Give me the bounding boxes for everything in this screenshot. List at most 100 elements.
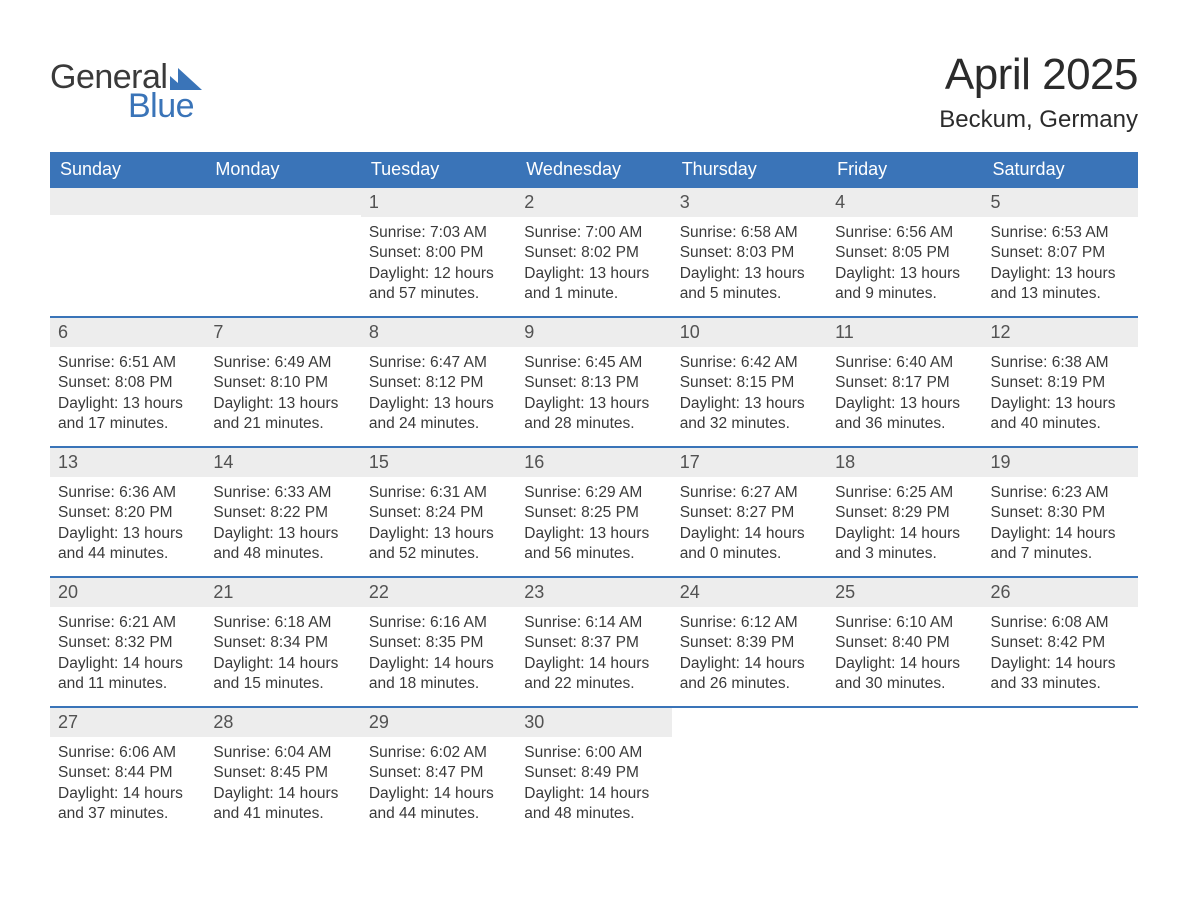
day-detail-line: Sunrise: 6:14 AM xyxy=(524,613,663,633)
day-detail-line: Daylight: 14 hours xyxy=(213,654,352,674)
weekday-header: Tuesday xyxy=(361,152,516,188)
day-detail-line: Daylight: 12 hours xyxy=(369,264,508,284)
day-details xyxy=(827,735,982,749)
day-details xyxy=(983,735,1138,749)
calendar-day: 10Sunrise: 6:42 AMSunset: 8:15 PMDayligh… xyxy=(672,318,827,446)
day-number xyxy=(205,188,360,215)
day-number: 20 xyxy=(50,578,205,607)
calendar-day: 21Sunrise: 6:18 AMSunset: 8:34 PMDayligh… xyxy=(205,578,360,706)
day-detail-line: Sunset: 8:37 PM xyxy=(524,633,663,653)
day-detail-line: Sunset: 8:10 PM xyxy=(213,373,352,393)
weekday-header: Thursday xyxy=(672,152,827,188)
month-title: April 2025 xyxy=(939,50,1138,100)
day-detail-line: Daylight: 14 hours xyxy=(213,784,352,804)
day-detail-line: Sunset: 8:29 PM xyxy=(835,503,974,523)
calendar-day: 16Sunrise: 6:29 AMSunset: 8:25 PMDayligh… xyxy=(516,448,671,576)
weeks-container: 1Sunrise: 7:03 AMSunset: 8:00 PMDaylight… xyxy=(50,188,1138,836)
day-detail-line: and 36 minutes. xyxy=(835,414,974,434)
day-detail-line: and 48 minutes. xyxy=(213,544,352,564)
title-block: April 2025 Beckum, Germany xyxy=(939,50,1138,134)
calendar-day: 12Sunrise: 6:38 AMSunset: 8:19 PMDayligh… xyxy=(983,318,1138,446)
calendar-day: 2Sunrise: 7:00 AMSunset: 8:02 PMDaylight… xyxy=(516,188,671,316)
calendar-day: 23Sunrise: 6:14 AMSunset: 8:37 PMDayligh… xyxy=(516,578,671,706)
calendar-week: 13Sunrise: 6:36 AMSunset: 8:20 PMDayligh… xyxy=(50,446,1138,576)
day-detail-line: Sunset: 8:02 PM xyxy=(524,243,663,263)
day-details: Sunrise: 6:00 AMSunset: 8:49 PMDaylight:… xyxy=(516,737,671,833)
day-detail-line: Sunrise: 6:31 AM xyxy=(369,483,508,503)
day-details: Sunrise: 6:06 AMSunset: 8:44 PMDaylight:… xyxy=(50,737,205,833)
day-detail-line: Sunrise: 6:18 AM xyxy=(213,613,352,633)
day-details: Sunrise: 6:14 AMSunset: 8:37 PMDaylight:… xyxy=(516,607,671,703)
day-detail-line: Sunrise: 6:27 AM xyxy=(680,483,819,503)
day-number: 6 xyxy=(50,318,205,347)
day-detail-line: Sunset: 8:24 PM xyxy=(369,503,508,523)
day-details: Sunrise: 6:56 AMSunset: 8:05 PMDaylight:… xyxy=(827,217,982,313)
day-number xyxy=(983,708,1138,735)
day-detail-line: and 22 minutes. xyxy=(524,674,663,694)
day-number xyxy=(827,708,982,735)
day-detail-line: and 13 minutes. xyxy=(991,284,1130,304)
day-number: 19 xyxy=(983,448,1138,477)
calendar-day: 27Sunrise: 6:06 AMSunset: 8:44 PMDayligh… xyxy=(50,708,205,836)
day-detail-line: Daylight: 14 hours xyxy=(369,784,508,804)
day-detail-line: Daylight: 13 hours xyxy=(369,394,508,414)
day-number: 7 xyxy=(205,318,360,347)
day-detail-line: Daylight: 13 hours xyxy=(524,264,663,284)
day-detail-line: and 30 minutes. xyxy=(835,674,974,694)
day-detail-line: and 56 minutes. xyxy=(524,544,663,564)
day-detail-line: Sunrise: 6:25 AM xyxy=(835,483,974,503)
day-detail-line: Sunset: 8:40 PM xyxy=(835,633,974,653)
day-details xyxy=(672,735,827,749)
day-detail-line: Daylight: 13 hours xyxy=(991,264,1130,284)
day-detail-line: and 5 minutes. xyxy=(680,284,819,304)
day-details: Sunrise: 6:12 AMSunset: 8:39 PMDaylight:… xyxy=(672,607,827,703)
day-number: 11 xyxy=(827,318,982,347)
day-number: 9 xyxy=(516,318,671,347)
day-number: 27 xyxy=(50,708,205,737)
calendar-day: 25Sunrise: 6:10 AMSunset: 8:40 PMDayligh… xyxy=(827,578,982,706)
day-detail-line: and 28 minutes. xyxy=(524,414,663,434)
day-details: Sunrise: 6:04 AMSunset: 8:45 PMDaylight:… xyxy=(205,737,360,833)
day-details: Sunrise: 6:23 AMSunset: 8:30 PMDaylight:… xyxy=(983,477,1138,573)
day-number: 17 xyxy=(672,448,827,477)
day-detail-line: Sunset: 8:03 PM xyxy=(680,243,819,263)
day-detail-line: Daylight: 13 hours xyxy=(213,394,352,414)
day-number: 16 xyxy=(516,448,671,477)
day-detail-line: Daylight: 14 hours xyxy=(835,524,974,544)
day-detail-line: and 52 minutes. xyxy=(369,544,508,564)
weekday-header: Monday xyxy=(205,152,360,188)
day-detail-line: Daylight: 13 hours xyxy=(680,264,819,284)
day-detail-line: Sunset: 8:13 PM xyxy=(524,373,663,393)
day-detail-line: Sunrise: 6:23 AM xyxy=(991,483,1130,503)
day-detail-line: Sunset: 8:45 PM xyxy=(213,763,352,783)
day-number xyxy=(672,708,827,735)
calendar-day: 4Sunrise: 6:56 AMSunset: 8:05 PMDaylight… xyxy=(827,188,982,316)
day-detail-line: Sunset: 8:30 PM xyxy=(991,503,1130,523)
weekday-header: Friday xyxy=(827,152,982,188)
day-detail-line: Sunrise: 6:10 AM xyxy=(835,613,974,633)
day-detail-line: Daylight: 14 hours xyxy=(680,524,819,544)
day-detail-line: Sunrise: 6:04 AM xyxy=(213,743,352,763)
day-details: Sunrise: 6:18 AMSunset: 8:34 PMDaylight:… xyxy=(205,607,360,703)
day-detail-line: Sunrise: 6:06 AM xyxy=(58,743,197,763)
day-detail-line: Sunset: 8:19 PM xyxy=(991,373,1130,393)
day-detail-line: Sunrise: 6:21 AM xyxy=(58,613,197,633)
day-number: 2 xyxy=(516,188,671,217)
day-detail-line: Sunrise: 6:29 AM xyxy=(524,483,663,503)
day-number: 5 xyxy=(983,188,1138,217)
day-detail-line: and 40 minutes. xyxy=(991,414,1130,434)
day-detail-line: Daylight: 14 hours xyxy=(680,654,819,674)
day-detail-line: Sunset: 8:32 PM xyxy=(58,633,197,653)
day-detail-line: Daylight: 13 hours xyxy=(524,524,663,544)
day-number: 18 xyxy=(827,448,982,477)
calendar-day: 15Sunrise: 6:31 AMSunset: 8:24 PMDayligh… xyxy=(361,448,516,576)
calendar-week: 27Sunrise: 6:06 AMSunset: 8:44 PMDayligh… xyxy=(50,706,1138,836)
weekday-header: Saturday xyxy=(983,152,1138,188)
day-detail-line: Daylight: 13 hours xyxy=(835,394,974,414)
day-detail-line: and 41 minutes. xyxy=(213,804,352,824)
calendar-day: 26Sunrise: 6:08 AMSunset: 8:42 PMDayligh… xyxy=(983,578,1138,706)
day-details: Sunrise: 6:31 AMSunset: 8:24 PMDaylight:… xyxy=(361,477,516,573)
day-detail-line: Daylight: 13 hours xyxy=(369,524,508,544)
day-detail-line: Daylight: 14 hours xyxy=(991,654,1130,674)
calendar-day xyxy=(50,188,205,316)
